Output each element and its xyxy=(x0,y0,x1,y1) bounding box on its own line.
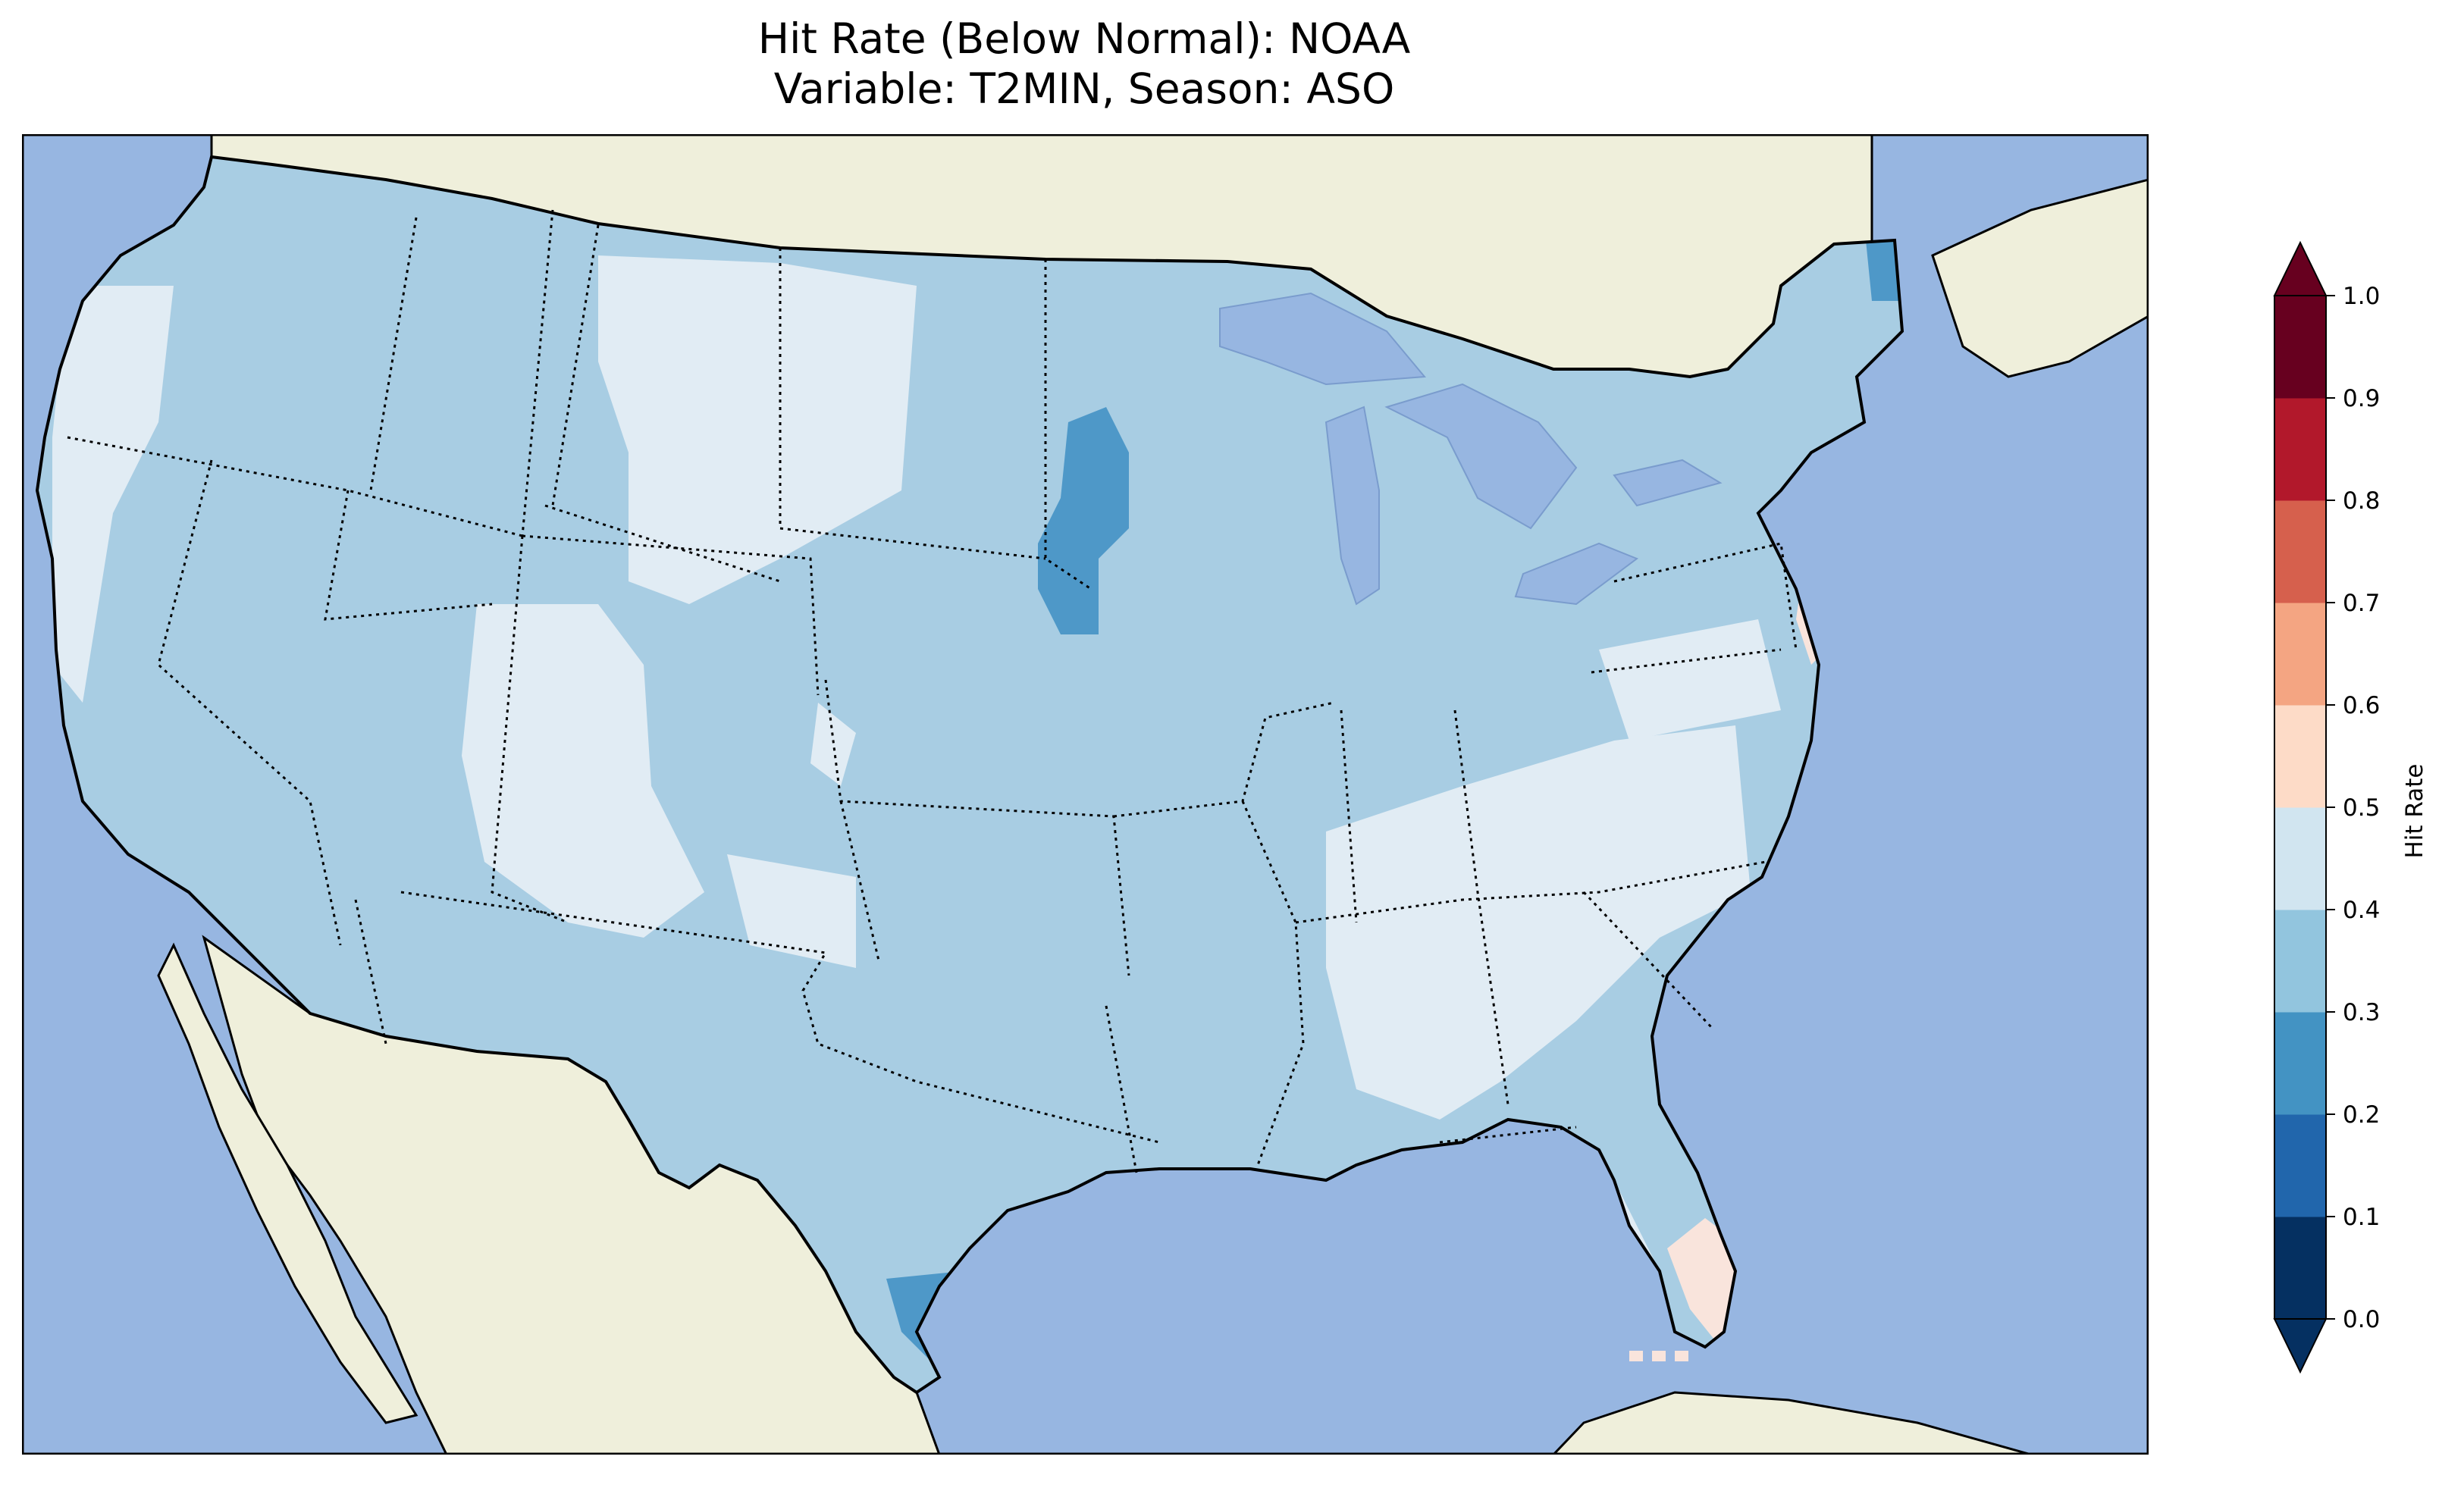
colorbar-extend-max xyxy=(2273,240,2328,296)
colorbar-segment xyxy=(2274,910,2326,1013)
colorbar-segment xyxy=(2274,1012,2326,1115)
colorbar-tick-label: 0.8 xyxy=(2343,487,2380,515)
title-line-1: Hit Rate (Below Normal): NOAA xyxy=(757,14,1411,63)
title-line-2: Variable: T2MIN, Season: ASO xyxy=(773,64,1395,113)
colorbar-segment xyxy=(2274,705,2326,808)
colorbar-segment xyxy=(2274,500,2326,603)
florida-keys xyxy=(1629,1351,1688,1361)
colorbar-label: Hit Rate xyxy=(2401,763,2428,859)
colorbar-extend-min xyxy=(2273,1318,2328,1374)
state-boundaries xyxy=(67,209,1798,1173)
colorbar-tick-label: 0.1 xyxy=(2343,1204,2380,1231)
colorbar-tick-label: 0.4 xyxy=(2343,897,2380,924)
colorbar-tick-label: 0.7 xyxy=(2343,590,2380,617)
colorbar-segment xyxy=(2274,1114,2326,1217)
colorbar-tick-label: 0.0 xyxy=(2343,1306,2380,1333)
baja-land xyxy=(157,942,419,1424)
us-map xyxy=(22,134,2149,1455)
colorbar-segment xyxy=(2274,398,2326,501)
colorbar-tick-label: 1.0 xyxy=(2343,283,2380,310)
colorbar-tick-label: 0.3 xyxy=(2343,999,2380,1026)
colorbar-segment xyxy=(2274,1217,2326,1320)
colorbar-tick-label: 0.9 xyxy=(2343,385,2380,412)
map-frame xyxy=(22,134,2149,1455)
colorbar-tick-label: 0.5 xyxy=(2343,794,2380,822)
colorbar-tick-label: 0.2 xyxy=(2343,1101,2380,1129)
colorbar-tick-label: 0.6 xyxy=(2343,692,2380,719)
great-lakes xyxy=(1219,292,1723,606)
cuba-land xyxy=(1551,1391,2032,1455)
maritimes-land xyxy=(1931,178,2149,378)
colorbar-segment xyxy=(2274,296,2326,399)
figure-title: Hit Rate (Below Normal): NOAA Variable: … xyxy=(0,14,2168,114)
colorbar-segment xyxy=(2274,807,2326,910)
colorbar: 0.0 0.1 0.2 0.3 0.4 0.5 0.6 0.7 0.8 0.9 1.0 xyxy=(2273,240,2380,1374)
colorbar-segment xyxy=(2274,603,2326,706)
